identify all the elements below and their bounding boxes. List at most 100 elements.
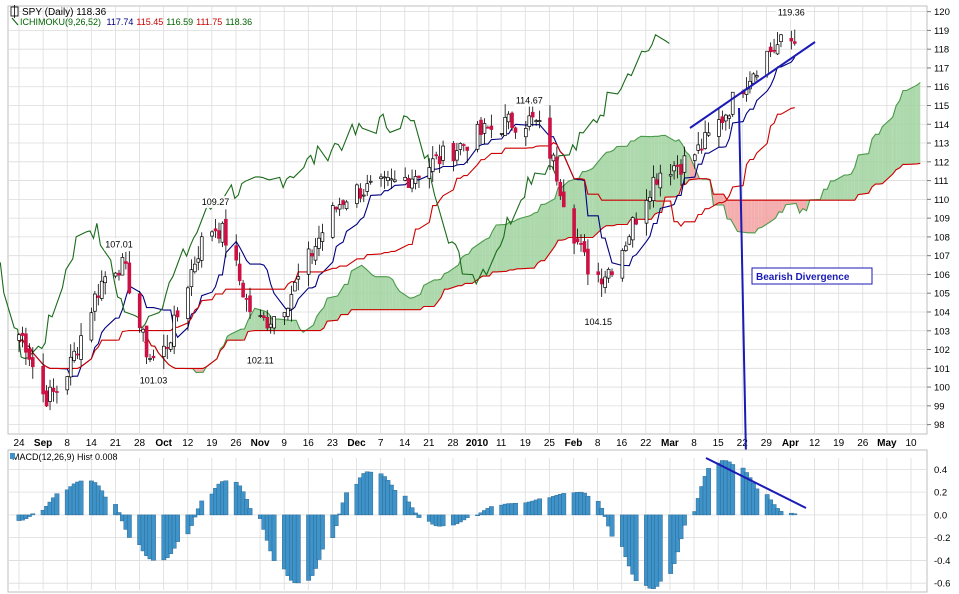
cloud-segment [316,311,321,331]
macd-bar [320,514,325,550]
macd-divergence-trendline [705,457,807,509]
x-tick-label: 16 [616,438,628,449]
y-tick-label: 118 [934,45,949,56]
cloud-segment [341,284,345,315]
candle-body [293,282,297,292]
candle-body [768,46,773,53]
x-tick-label: 12 [809,438,821,449]
candle-body [596,271,601,275]
candle-body [572,208,576,244]
candle-body [310,253,314,257]
candle-body [524,128,528,138]
candle-body [503,116,507,136]
macd-bar [585,495,591,516]
cloud-segment [485,237,490,277]
cloud-segment [472,241,483,284]
symbol-title: SPY (Daily) 118.36 [22,7,107,18]
cloud-segment [251,308,255,331]
macd-bar [537,498,543,516]
cloud-segment [437,279,442,303]
candle-body [679,164,683,175]
x-tick-label: 23 [327,438,339,449]
candle-body [775,44,780,55]
cloud-segment [603,152,607,228]
cloud-segment [434,279,438,307]
annotation-box [751,267,873,285]
candle-body [627,236,632,245]
candle-body [55,391,59,393]
price-label: 119.36 [778,8,805,18]
candle-body [103,276,107,284]
price-label-bg [103,238,134,251]
candle-body [555,156,559,182]
candle-body [51,387,56,392]
candle-body [765,50,769,76]
y-tick-label: 112 [934,157,949,168]
x-tick-label: May [877,438,897,449]
candle-body [75,353,80,356]
y-tick-label: 113 [934,139,949,150]
cloud-segment [372,274,376,310]
x-tick-label: Oct [155,438,172,449]
candle-body [575,238,580,243]
candle-body [313,246,318,261]
x-tick-label: 24 [13,438,25,449]
x-tick-label: 21 [110,438,122,449]
macd-bar [792,513,798,516]
ichimoku-value: 115.45 [136,17,163,27]
cloud-segment [827,180,831,201]
cloud-segment [351,265,362,310]
candle-body [379,176,383,179]
candle-body [330,205,335,238]
cloud-segment [609,150,614,226]
cloud-segment [803,200,807,211]
cloud-segment [365,268,369,310]
cloud-segment [565,181,569,240]
macd-bar [189,514,194,526]
y-tick-label: 108 [934,232,950,243]
cloud-segment [292,320,297,331]
y-tick-label: 109 [934,214,950,225]
y-tick-label: 114 [934,120,949,131]
candle-body [306,248,311,275]
candle-body [751,73,756,84]
candle-body [96,295,101,298]
x-tick-label: 28 [447,438,459,449]
macd-bar [440,514,446,527]
candle-body [717,119,721,137]
price-label-bg [514,94,545,107]
candle-body [513,127,518,133]
x-tick-label: 28 [134,438,146,449]
cloud-segment [627,141,631,225]
price-label-bg [245,354,276,367]
y-tick-label: 115 [934,101,949,112]
macd-bar [78,480,84,516]
x-tick-label: 16 [303,438,315,449]
cloud-segment [851,167,855,201]
macd-bar [706,468,711,516]
y-tick-label: 102 [934,345,950,356]
candle-body [537,120,542,122]
macd-panel: MACD(12,26,9) Hist 0.008 0.4 0.2 0.0 -0.2 -0… [7,449,950,593]
macd-bar [475,514,480,516]
macd-bar [368,471,374,516]
candle-body [113,272,118,277]
candle-body [296,276,301,280]
candle-body [193,263,197,273]
ichimoku-legend: ICHIMOKU(9,26,52) 117.74 115.45 116.59 111.… [20,17,252,27]
candle-body [262,315,266,318]
candle-body [792,41,797,44]
candle-body [172,314,176,347]
x-tick-label: Nov [251,438,270,449]
candle-body [117,272,121,276]
candle-body [582,241,587,253]
cloud-segment [634,138,638,220]
cloud-segment [834,174,845,201]
candle-body [406,177,411,188]
macd-tick-label: 0.0 [934,510,947,521]
price-label: 107.01 [105,239,133,249]
cloud-segment [637,136,641,220]
candle-body [510,112,514,128]
cloud-segment [899,90,904,168]
candle-body [286,308,290,317]
